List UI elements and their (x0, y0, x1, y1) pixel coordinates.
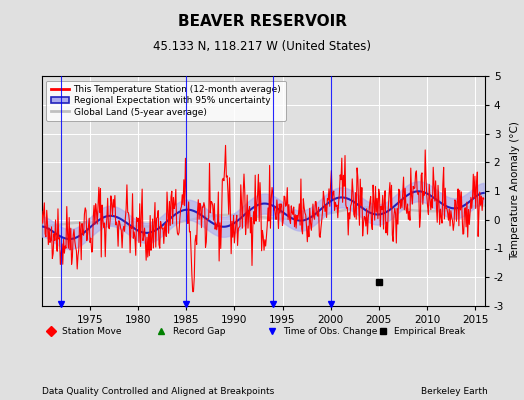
Text: 45.133 N, 118.217 W (United States): 45.133 N, 118.217 W (United States) (153, 40, 371, 53)
Text: Empirical Break: Empirical Break (394, 326, 465, 336)
Text: Station Move: Station Move (62, 326, 122, 336)
Text: Time of Obs. Change: Time of Obs. Change (283, 326, 378, 336)
Text: BEAVER RESERVOIR: BEAVER RESERVOIR (178, 14, 346, 29)
Legend: This Temperature Station (12-month average), Regional Expectation with 95% uncer: This Temperature Station (12-month avera… (47, 80, 286, 121)
Text: Berkeley Earth: Berkeley Earth (421, 387, 487, 396)
Text: Record Gap: Record Gap (172, 326, 225, 336)
Text: Data Quality Controlled and Aligned at Breakpoints: Data Quality Controlled and Aligned at B… (42, 387, 274, 396)
Y-axis label: Temperature Anomaly (°C): Temperature Anomaly (°C) (510, 122, 520, 260)
